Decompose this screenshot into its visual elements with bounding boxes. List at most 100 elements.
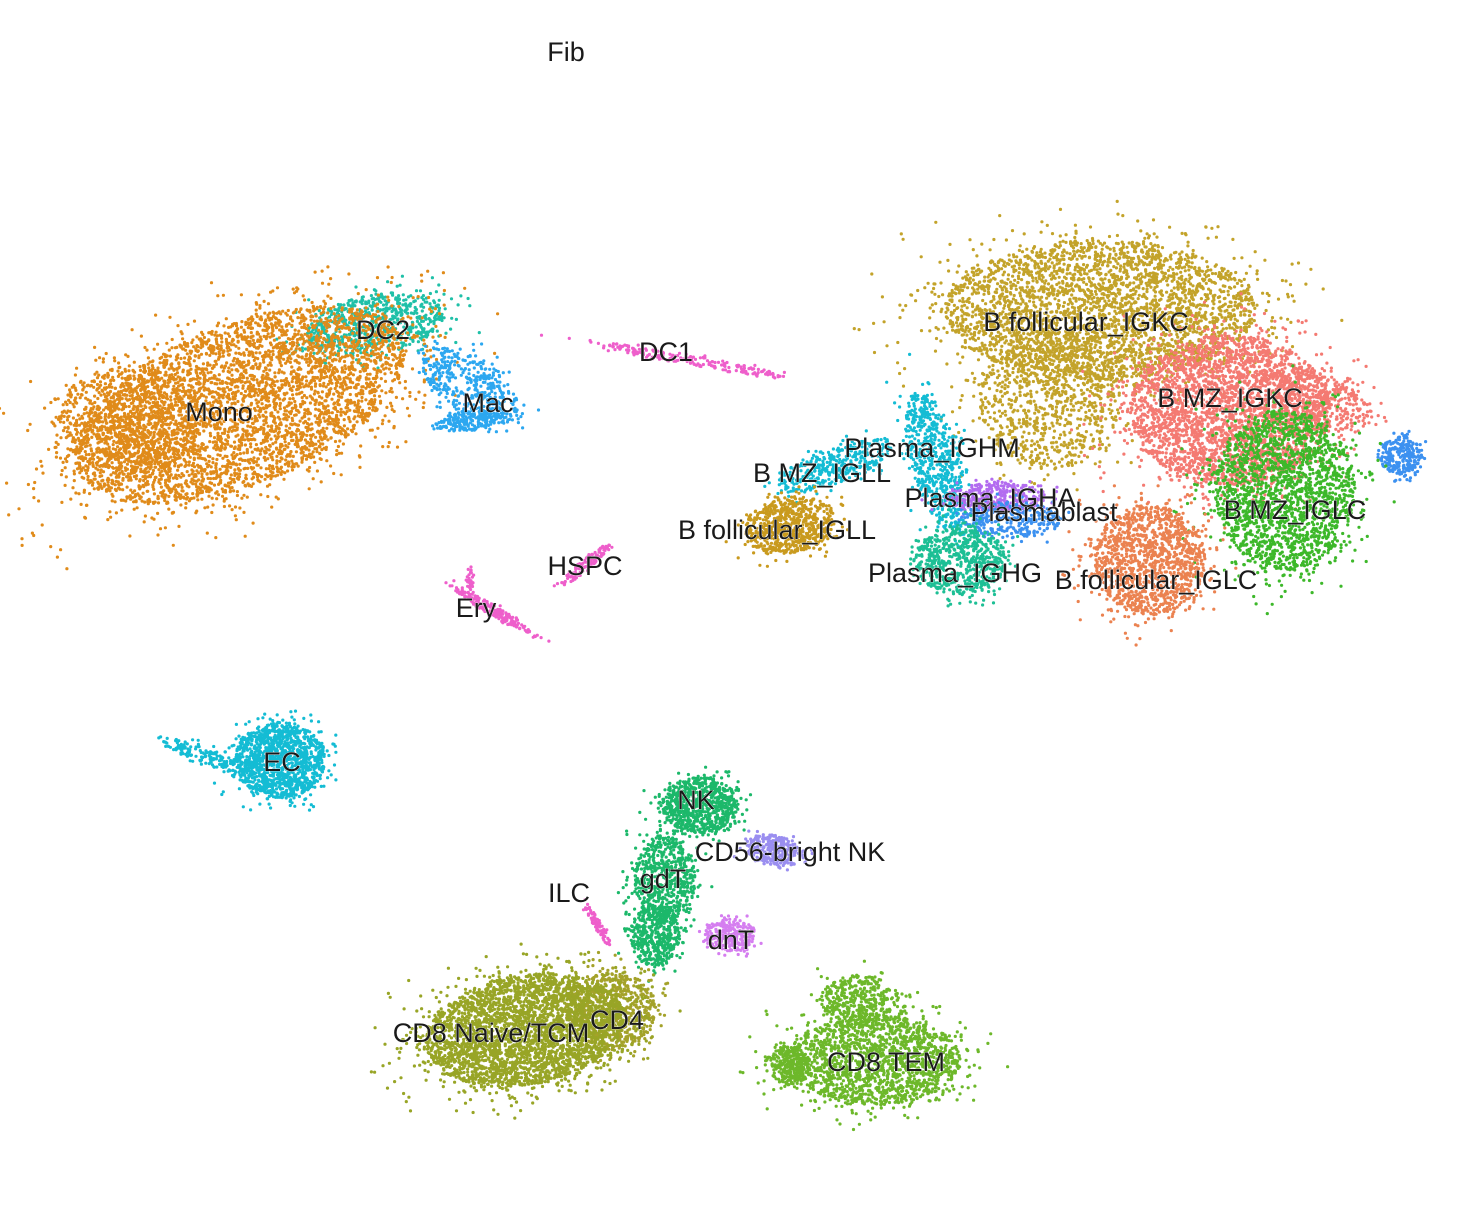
cell-point	[338, 342, 342, 346]
cell-point	[306, 324, 310, 328]
cell-point	[352, 342, 356, 346]
cell-point	[102, 482, 106, 486]
cell-point	[311, 341, 316, 345]
cell-point	[276, 415, 280, 419]
cell-point	[269, 343, 273, 347]
cell-point	[294, 423, 298, 427]
cell-point	[295, 344, 299, 348]
cell-point	[174, 473, 178, 477]
cell-point	[422, 298, 426, 302]
cell-point	[224, 317, 228, 321]
cell-point	[366, 414, 370, 418]
cell-point	[351, 319, 355, 323]
cell-point	[305, 360, 309, 364]
cell-point	[368, 338, 373, 342]
cell-point	[187, 473, 191, 477]
cell-point	[243, 466, 247, 470]
cell-point	[363, 309, 368, 313]
cell-point	[337, 391, 341, 395]
cell-point	[173, 464, 177, 468]
cell-point	[404, 343, 408, 347]
cell-point	[265, 436, 269, 440]
cell-point	[246, 437, 250, 441]
cell-point	[200, 442, 204, 446]
cell-point	[282, 477, 286, 481]
cell-point	[282, 412, 286, 416]
cell-point	[225, 361, 229, 365]
cell-point	[230, 508, 234, 512]
cell-point	[1, 411, 6, 415]
cell-point	[255, 302, 259, 306]
cell-point	[250, 450, 254, 454]
cell-point	[324, 435, 328, 439]
cell-point	[195, 490, 200, 494]
cell-point	[397, 294, 401, 298]
cell-point	[345, 403, 350, 407]
cell-point	[349, 353, 353, 357]
cell-point	[383, 295, 388, 299]
cell-point	[310, 337, 314, 341]
cell-point	[334, 358, 338, 362]
cell-point	[291, 311, 295, 315]
cell-point	[156, 501, 161, 505]
cell-point	[280, 370, 284, 374]
cell-point	[211, 503, 215, 507]
cell-point	[310, 397, 315, 401]
cell-point	[126, 475, 130, 479]
cell-point	[256, 381, 260, 385]
cell-point	[376, 366, 380, 370]
cell-point	[129, 488, 133, 492]
cell-point	[200, 330, 204, 334]
cell-point	[204, 352, 209, 356]
cell-point	[347, 303, 351, 307]
cell-point	[127, 478, 131, 482]
cell-point	[284, 347, 288, 351]
cell-point	[316, 391, 320, 395]
cell-point	[53, 445, 57, 450]
cell-point	[329, 387, 333, 391]
cell-point	[116, 445, 120, 449]
cell-point	[380, 308, 385, 312]
cell-point	[323, 358, 328, 362]
cell-point	[242, 510, 246, 514]
cell-point	[195, 377, 199, 381]
cell-point	[264, 375, 268, 379]
cell-point	[235, 327, 240, 331]
cell-point	[209, 370, 213, 374]
cell-point	[323, 343, 327, 347]
cell-point	[311, 315, 315, 319]
cell-point	[69, 447, 73, 451]
cell-point	[394, 366, 399, 370]
cell-point	[189, 436, 193, 440]
cell-point	[50, 420, 54, 424]
cell-point	[237, 360, 241, 364]
cell-point	[419, 325, 423, 329]
cell-point	[423, 300, 427, 304]
cell-point	[318, 357, 322, 361]
cell-point	[290, 465, 294, 469]
cell-point	[217, 373, 221, 377]
cell-point	[327, 368, 331, 372]
cell-point	[264, 350, 268, 354]
cell-point	[389, 280, 393, 285]
cell-point	[283, 462, 287, 466]
cell-point	[256, 447, 260, 451]
cell-point	[395, 356, 399, 360]
cell-point	[228, 476, 232, 480]
cell-point	[256, 322, 260, 326]
cell-point	[249, 442, 253, 446]
cell-point	[277, 310, 281, 314]
cell-point	[398, 361, 402, 365]
cell-point	[312, 309, 316, 313]
cell-point	[142, 395, 146, 399]
cell-point	[330, 397, 334, 401]
cell-point	[191, 492, 195, 496]
cell-point	[261, 413, 265, 417]
cell-point	[289, 357, 293, 361]
cell-point	[336, 352, 341, 356]
cell-point	[325, 459, 329, 463]
cell-point	[267, 354, 271, 358]
cell-point	[214, 469, 218, 473]
cell-point	[345, 348, 349, 352]
cell-point	[297, 329, 301, 333]
